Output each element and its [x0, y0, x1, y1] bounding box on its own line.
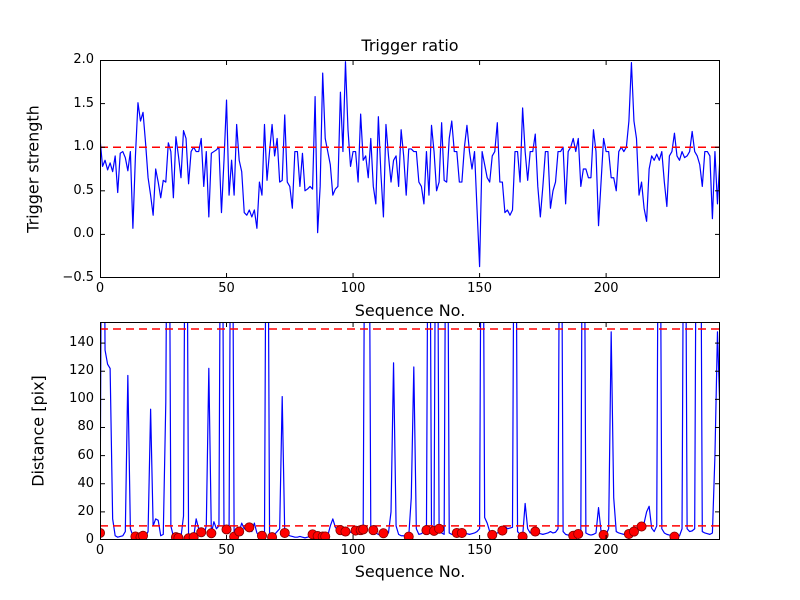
top-chart-xlabel: Sequence No.	[354, 301, 466, 320]
trigger-event-marker	[244, 522, 255, 533]
trigger-event-marker	[456, 527, 467, 538]
axes-background	[100, 60, 720, 278]
trigger-event-marker	[267, 532, 278, 540]
trigger-event-marker	[573, 528, 584, 539]
bottom-chart-xlabel: Sequence No.	[354, 562, 466, 581]
trigger-event-marker	[434, 523, 445, 534]
trigger-event-marker	[320, 531, 331, 540]
trigger-event-marker	[340, 526, 351, 537]
y-tick-label: 0	[85, 532, 94, 547]
trigger-event-marker	[100, 527, 105, 538]
axes-background	[100, 322, 720, 540]
trigger-event-marker	[234, 526, 245, 537]
trigger-event-marker	[196, 527, 207, 538]
trigger-event-marker	[378, 528, 389, 539]
x-tick-label: 50	[218, 281, 235, 296]
trigger-event-marker	[279, 527, 290, 538]
x-tick-label: 50	[218, 543, 235, 558]
trigger-event-marker	[487, 529, 498, 540]
x-tick-label: 0	[95, 543, 105, 558]
data-series-line	[100, 61, 720, 268]
trigger-event-marker	[221, 524, 232, 535]
y-tick-label: 1.0	[73, 139, 94, 155]
y-tick-label: 2.0	[73, 52, 94, 67]
y-tick-label: 20	[77, 503, 94, 519]
trigger-event-marker	[358, 524, 369, 535]
y-tick-label: 60	[77, 447, 94, 463]
trigger-event-marker	[517, 531, 528, 540]
y-tick-label: 40	[77, 475, 94, 491]
top-chart-title: Trigger ratio	[361, 36, 459, 55]
trigger-event-marker	[256, 530, 267, 540]
trigger-event-marker	[188, 532, 199, 540]
x-tick-label: 100	[340, 543, 366, 558]
trigger-event-marker	[206, 528, 217, 539]
trigger-event-marker	[368, 525, 379, 536]
y-tick-label: 80	[77, 419, 94, 435]
trigger-event-marker	[628, 526, 639, 537]
trigger-event-marker	[403, 531, 414, 540]
x-tick-label: 100	[340, 281, 366, 296]
y-tick-label: 1.5	[73, 95, 94, 111]
bottom-chart-axes	[100, 322, 720, 540]
axes-spines	[100, 60, 720, 278]
trigger-event-marker	[173, 532, 184, 540]
trigger-event-marker	[598, 529, 609, 540]
trigger-event-marker	[530, 526, 541, 537]
top-chart-axes	[100, 60, 720, 278]
trigger-event-marker	[636, 521, 647, 532]
y-tick-label: 140	[69, 335, 94, 351]
trigger-event-marker	[497, 525, 508, 536]
trigger-event-marker	[138, 530, 149, 540]
x-tick-label: 200	[593, 543, 619, 558]
y-tick-label: 0.5	[73, 182, 94, 198]
trigger-event-marker	[669, 531, 680, 540]
x-tick-label: 150	[467, 543, 492, 558]
y-tick-label: −0.5	[62, 270, 94, 285]
y-tick-label: 100	[69, 391, 94, 407]
axes-spines	[100, 322, 720, 540]
x-tick-label: 0	[95, 281, 105, 296]
y-tick-label: 120	[69, 363, 94, 379]
top-chart-ylabel: Trigger strength	[23, 105, 43, 233]
y-tick-label: 0.0	[73, 226, 94, 242]
x-tick-label: 150	[467, 281, 492, 296]
x-tick-label: 200	[593, 281, 619, 296]
